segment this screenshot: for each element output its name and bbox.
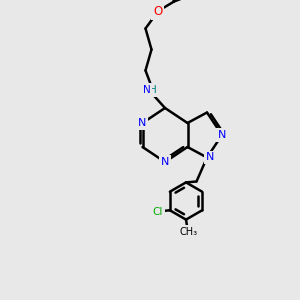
Text: N: N xyxy=(218,130,226,140)
Text: H: H xyxy=(149,85,157,95)
Text: N: N xyxy=(161,157,169,167)
Text: CH₃: CH₃ xyxy=(179,226,197,237)
Text: N: N xyxy=(206,152,214,163)
Text: O: O xyxy=(153,5,162,19)
Text: Cl: Cl xyxy=(153,207,163,217)
Text: N: N xyxy=(143,85,151,95)
Text: N: N xyxy=(138,118,147,128)
